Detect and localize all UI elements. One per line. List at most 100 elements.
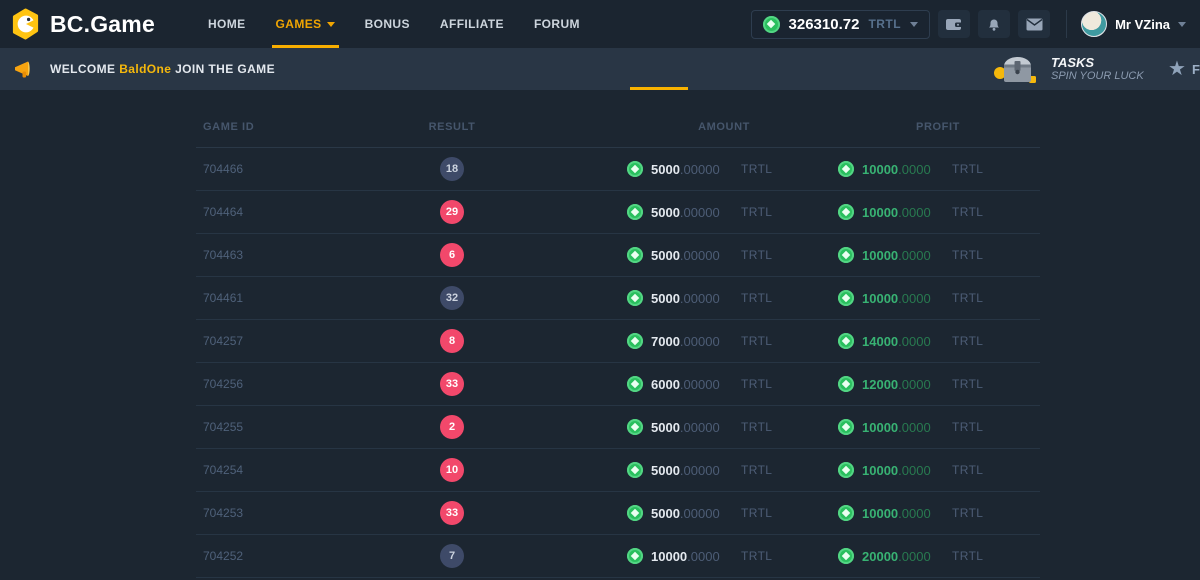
trtl-coin-icon (838, 376, 854, 392)
tasks-subtitle: SPIN YOUR LUCK (1051, 69, 1144, 82)
trtl-coin-icon (627, 419, 643, 435)
active-tab-indicator (630, 87, 688, 90)
wallet-button[interactable] (938, 10, 971, 38)
amount-int: 5000 (651, 505, 680, 521)
amount-dec: .00000 (679, 247, 720, 263)
user-name: Mr VZina (1115, 16, 1170, 32)
nav-item-forum[interactable]: FORUM (519, 0, 595, 48)
nav-item-games[interactable]: GAMES (261, 0, 350, 48)
profit-currency: TRTL (952, 463, 984, 477)
profit-value: 10000.0000 (862, 506, 944, 521)
trtl-coin-icon (627, 462, 643, 478)
profit-currency: TRTL (952, 377, 984, 391)
trtl-coin-icon (838, 247, 854, 263)
result-badge: 33 (440, 501, 464, 525)
amount-value: 5000.00000 (651, 205, 733, 220)
table-row[interactable]: 704466 18 5000.00000 TRTL 10000.0000 TRT… (196, 148, 1040, 191)
navbar-right: 326310.72 TRTL (750, 9, 1186, 39)
result-cell: 18 (440, 157, 464, 181)
result-badge: 32 (440, 286, 464, 310)
amount-int: 5000 (651, 290, 680, 306)
notifications-button[interactable] (978, 10, 1011, 38)
amount-cell: 10000.0000 TRTL (627, 548, 772, 564)
profit-dec: .0000 (898, 419, 931, 435)
game-id-cell: 704254 (203, 463, 244, 477)
amount-cell: 5000.00000 TRTL (627, 505, 772, 521)
result-badge: 2 (440, 415, 464, 439)
table-row[interactable]: 704253 33 5000.00000 TRTL 10000.0000 TRT… (196, 492, 1040, 535)
trtl-coin-icon (627, 376, 643, 392)
result-badge: 7 (440, 544, 464, 568)
amount-cell: 5000.00000 TRTL (627, 247, 772, 263)
table-row[interactable]: 704254 10 5000.00000 TRTL 10000.0000 TRT… (196, 449, 1040, 492)
tasks-widget[interactable]: TASKS SPIN YOUR LUCK (993, 48, 1144, 90)
profit-dec: .0000 (898, 204, 931, 220)
profit-value: 14000.0000 (862, 334, 944, 349)
welcome-prefix: WELCOME (50, 62, 120, 76)
table-row[interactable]: 704257 8 7000.00000 TRTL 14000.0000 TRTL (196, 320, 1040, 363)
game-id-cell: 704253 (203, 506, 244, 520)
table-row[interactable]: 704461 32 5000.00000 TRTL 10000.0000 TRT… (196, 277, 1040, 320)
result-cell: 2 (440, 415, 464, 439)
game-id-cell: 704257 (203, 334, 244, 348)
trtl-coin-icon (627, 333, 643, 349)
trtl-coin-icon (838, 505, 854, 521)
game-id-cell: 704464 (203, 205, 244, 219)
nav-item-affiliate[interactable]: AFFILIATE (425, 0, 519, 48)
amount-currency: TRTL (741, 549, 773, 563)
table-header-row: GAME ID RESULT AMOUNT PROFIT (196, 107, 1040, 148)
amount-dec: .00000 (679, 161, 720, 177)
profit-cell: 10000.0000 TRTL (838, 204, 983, 220)
chevron-down-icon (910, 21, 919, 27)
table-row[interactable]: 704464 29 5000.00000 TRTL 10000.0000 TRT… (196, 191, 1040, 234)
star-icon: ★ (1168, 58, 1186, 80)
bets-table: GAME ID RESULT AMOUNT PROFIT 704466 18 5… (196, 90, 1040, 578)
nav-item-home[interactable]: HOME (193, 0, 261, 48)
amount-value: 7000.00000 (651, 334, 733, 349)
brand-logo[interactable]: BC.Game (10, 8, 155, 40)
profit-cell: 20000.0000 TRTL (838, 548, 983, 564)
amount-currency: TRTL (741, 205, 773, 219)
amount-cell: 6000.00000 TRTL (627, 376, 772, 392)
favorites-label: F (1191, 61, 1200, 77)
table-body: 704466 18 5000.00000 TRTL 10000.0000 TRT… (196, 148, 1040, 578)
amount-cell: 5000.00000 TRTL (627, 462, 772, 478)
amount-dec: .00000 (679, 376, 720, 392)
amount-dec: .00000 (679, 419, 720, 435)
table-row[interactable]: 704256 33 6000.00000 TRTL 12000.0000 TRT… (196, 363, 1040, 406)
table-row[interactable]: 704252 7 10000.0000 TRTL 20000.0000 TRTL (196, 535, 1040, 578)
bell-icon (986, 16, 1002, 32)
profit-value: 10000.0000 (862, 248, 944, 263)
column-header-game-id: GAME ID (203, 121, 255, 133)
chevron-down-icon (326, 21, 335, 27)
profit-value: 10000.0000 (862, 162, 944, 177)
amount-cell: 5000.00000 TRTL (627, 419, 772, 435)
amount-cell: 5000.00000 TRTL (627, 290, 772, 306)
amount-dec: .00000 (679, 290, 720, 306)
balance-selector[interactable]: 326310.72 TRTL (750, 9, 931, 39)
table-row[interactable]: 704255 2 5000.00000 TRTL 10000.0000 TRTL (196, 406, 1040, 449)
mail-icon (1026, 18, 1043, 31)
amount-dec: .0000 (687, 548, 720, 564)
amount-dec: .00000 (679, 462, 720, 478)
amount-currency: TRTL (741, 291, 773, 305)
amount-value: 5000.00000 (651, 420, 733, 435)
trtl-coin-icon (838, 333, 854, 349)
nav-item-bonus[interactable]: BONUS (350, 0, 425, 48)
profit-value: 20000.0000 (862, 549, 944, 564)
profit-value: 10000.0000 (862, 291, 944, 306)
amount-value: 10000.0000 (651, 549, 733, 564)
table-row[interactable]: 704463 6 5000.00000 TRTL 10000.0000 TRTL (196, 234, 1040, 277)
user-menu[interactable]: Mr VZina (1081, 11, 1186, 37)
messages-button[interactable] (1018, 10, 1051, 38)
result-badge: 18 (440, 157, 464, 181)
game-id-cell: 704256 (203, 377, 244, 391)
favorites-link[interactable]: ★ F (1168, 48, 1200, 90)
nav-label: HOME (207, 17, 246, 31)
amount-int: 10000 (651, 548, 688, 564)
column-header-amount: AMOUNT (698, 121, 750, 133)
nav-label: FORUM (533, 17, 580, 31)
profit-cell: 10000.0000 TRTL (838, 247, 983, 263)
profit-dec: .0000 (898, 247, 931, 263)
amount-cell: 5000.00000 TRTL (627, 204, 772, 220)
